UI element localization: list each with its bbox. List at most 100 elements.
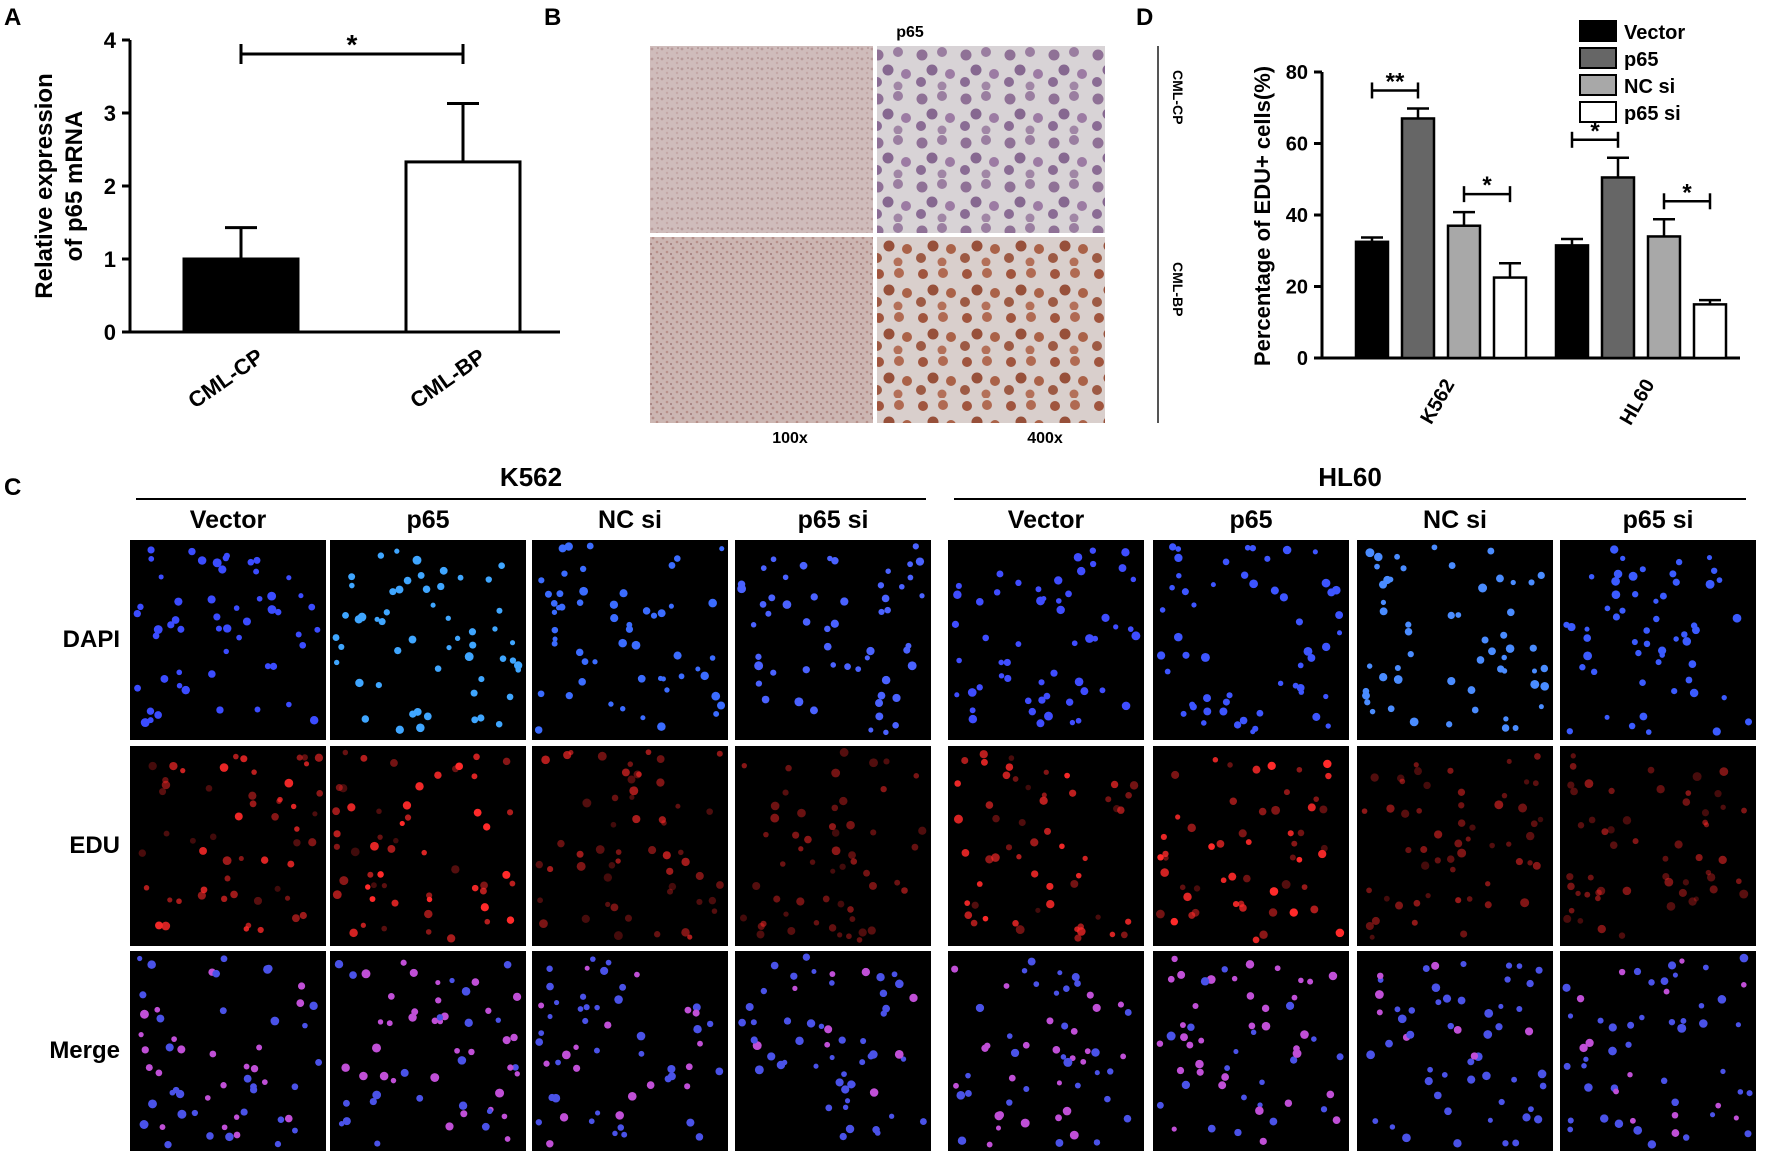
cell-dot — [1682, 798, 1691, 806]
x-tick-label: CML-BP — [405, 344, 489, 414]
cell-dot — [693, 1024, 702, 1034]
cell-dot — [1183, 892, 1192, 902]
cell-dot — [1296, 766, 1303, 773]
cell-dot — [393, 837, 399, 844]
cell-dot — [1129, 781, 1139, 790]
cell-dot — [792, 831, 800, 839]
cell-dot — [1737, 1089, 1744, 1095]
cell-dot — [1252, 936, 1260, 944]
cell-dot — [416, 1094, 424, 1102]
cell-dot — [1174, 553, 1183, 563]
cell-dot — [1522, 1113, 1531, 1122]
cell-dot — [1086, 991, 1094, 999]
cell-dot — [148, 761, 157, 771]
cell-dot — [1511, 1076, 1518, 1083]
cell-dot — [1283, 789, 1290, 796]
cell-dot — [167, 897, 173, 903]
cell-dot — [403, 576, 412, 585]
cell-dot — [844, 1098, 851, 1104]
cell-dot — [1516, 1006, 1523, 1013]
cell-dot — [1567, 1013, 1574, 1019]
cell-dot — [806, 1019, 816, 1028]
y-tick-label: 4 — [104, 28, 117, 53]
cell-dot — [954, 780, 961, 787]
cell-dot — [1321, 642, 1331, 652]
cell-dot — [841, 1071, 847, 1078]
cell-dot — [402, 801, 412, 810]
cell-dot — [1176, 572, 1182, 579]
cell-dot — [390, 1077, 397, 1084]
cell-dot — [1618, 968, 1626, 976]
cell-dot — [614, 995, 623, 1004]
cell-dot — [650, 612, 658, 619]
cell-dot — [888, 1113, 895, 1119]
cell-dot — [172, 1086, 180, 1094]
cell-dot — [802, 953, 811, 961]
cell-dot — [177, 1045, 186, 1054]
cell-dot — [953, 590, 962, 599]
cell-dot — [1043, 692, 1051, 700]
cell-dot — [152, 632, 160, 640]
cell-dot — [1532, 861, 1541, 870]
cell-dot — [543, 1060, 550, 1067]
cell-dot — [668, 882, 677, 891]
cell-dot — [1028, 707, 1037, 716]
cell-dot — [1082, 855, 1088, 862]
cell-dot — [539, 919, 548, 928]
cell-dot — [1318, 849, 1327, 859]
cell-dot — [617, 1124, 625, 1131]
cell-dot — [295, 631, 302, 638]
cell-dot — [1374, 552, 1383, 562]
cell-dot — [1672, 972, 1678, 978]
cell-dot — [1677, 1023, 1687, 1033]
cell-dot — [848, 851, 856, 859]
cell-dot — [495, 720, 503, 728]
cell-dot — [139, 991, 147, 999]
cell-dot — [349, 928, 358, 938]
cell-dot — [1659, 592, 1667, 600]
cell-dot — [1221, 966, 1228, 973]
cell-dot — [372, 1090, 382, 1100]
cell-dot — [1118, 564, 1127, 572]
cell-dot — [1063, 985, 1070, 993]
cell-dot — [1682, 879, 1690, 886]
cell-dot — [369, 1097, 377, 1106]
cell-dot — [297, 982, 306, 990]
cell-dot — [133, 609, 141, 618]
cell-dot — [1120, 931, 1128, 939]
bar-p65-si — [1692, 303, 1728, 360]
cell-dot — [374, 1140, 381, 1147]
cell-dot — [303, 761, 310, 767]
cell-dot — [785, 764, 792, 772]
y-tick-label: 0 — [104, 320, 116, 345]
cell-dot — [342, 611, 349, 619]
column-header: p65 — [406, 506, 450, 534]
cell-dot — [1279, 593, 1289, 602]
cell-dot — [291, 914, 300, 923]
cell-dot — [367, 871, 374, 878]
cell-dot — [619, 983, 627, 991]
cell-dot — [662, 851, 671, 860]
cell-dot — [1450, 866, 1456, 873]
fluorescence-tile-dapi — [1560, 540, 1756, 740]
cell-dot — [1325, 723, 1331, 729]
cell-dot — [797, 808, 806, 818]
cell-dot — [1628, 571, 1638, 581]
cell-dot — [372, 1043, 381, 1053]
cell-dot — [1031, 870, 1039, 878]
cell-dot — [1064, 772, 1070, 779]
cell-dot — [608, 861, 616, 869]
cell-dot — [627, 775, 636, 784]
cell-dot — [502, 757, 511, 766]
cell-dot — [1620, 555, 1626, 562]
cell-dot — [243, 1074, 252, 1083]
cell-dot — [513, 661, 523, 670]
cell-dot — [546, 965, 553, 972]
cell-dot — [1175, 814, 1181, 820]
cell-dot — [1156, 1101, 1164, 1109]
cell-dot — [206, 1132, 214, 1140]
fluorescence-tile-edu — [1153, 746, 1349, 946]
cell-dot — [546, 1140, 554, 1148]
y-tick-label: 40 — [1286, 205, 1308, 227]
cell-dot — [1074, 934, 1082, 942]
